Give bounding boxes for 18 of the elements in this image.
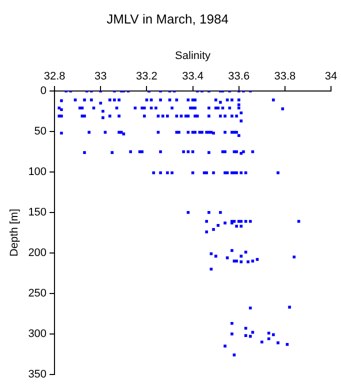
y-axis-title: Depth [m] bbox=[8, 208, 21, 257]
y-tick-label: 200 bbox=[28, 246, 47, 259]
x-axis-title: Salinity bbox=[175, 50, 211, 62]
chart-title: JMLV in March, 1984 bbox=[106, 11, 228, 26]
x-tick-label: 33 bbox=[94, 70, 107, 82]
x-tick-label: 33.6 bbox=[228, 70, 250, 82]
x-tick-label: 33.2 bbox=[136, 70, 158, 82]
x-tick-label: 34 bbox=[324, 70, 338, 82]
y-tick-label: 50 bbox=[34, 126, 47, 138]
y-tick-label: 100 bbox=[28, 166, 47, 178]
x-tick-label: 32.8 bbox=[44, 70, 66, 82]
y-tick-label: 300 bbox=[28, 328, 47, 340]
y-tick-label: 250 bbox=[28, 287, 47, 300]
y-tick-label: 150 bbox=[28, 206, 47, 218]
x-tick-label: 33.8 bbox=[274, 70, 296, 82]
y-tick-label: 350 bbox=[28, 368, 47, 380]
x-tick-label: 33.4 bbox=[182, 70, 204, 82]
y-tick-label: 0 bbox=[40, 85, 47, 98]
